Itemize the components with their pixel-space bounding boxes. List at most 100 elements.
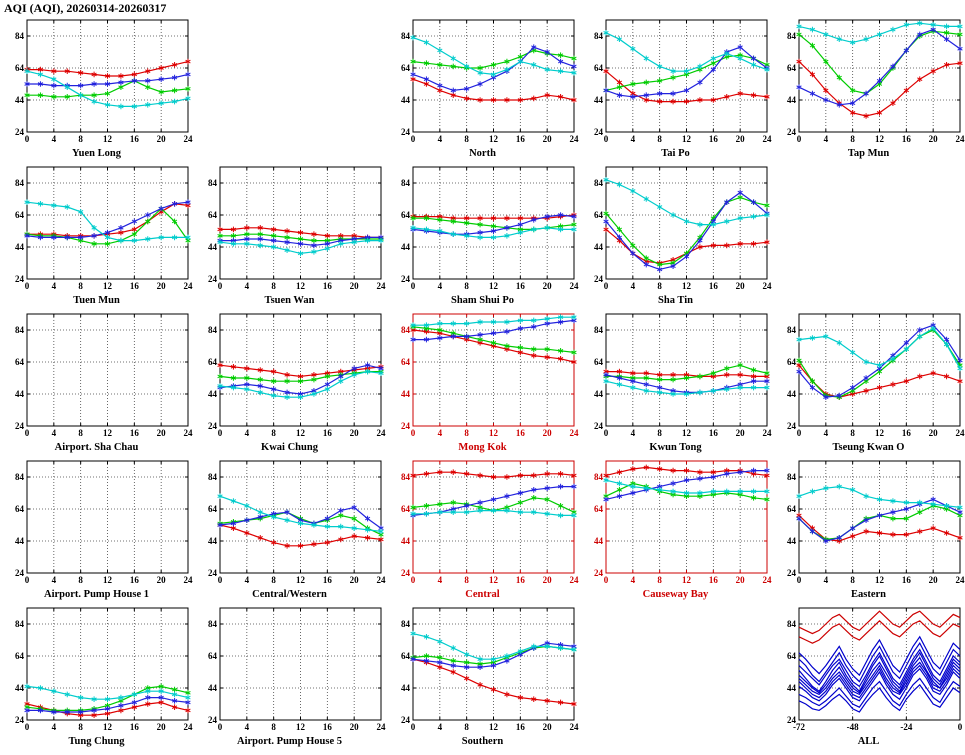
svg-text:20: 20 bbox=[736, 281, 746, 291]
svg-text:20: 20 bbox=[157, 281, 167, 291]
svg-text:4: 4 bbox=[52, 575, 57, 585]
svg-text:64: 64 bbox=[787, 357, 797, 367]
svg-text:16: 16 bbox=[709, 281, 719, 291]
svg-text:0: 0 bbox=[604, 134, 609, 144]
svg-text:24: 24 bbox=[401, 421, 411, 431]
svg-text:24: 24 bbox=[787, 715, 797, 725]
page-title: AQI (AQI), 20260314-20260317 bbox=[4, 1, 167, 15]
svg-text:24: 24 bbox=[570, 575, 580, 585]
svg-text:84: 84 bbox=[15, 619, 25, 629]
svg-text:24: 24 bbox=[208, 568, 218, 578]
svg-text:4: 4 bbox=[52, 134, 57, 144]
svg-text:44: 44 bbox=[594, 389, 604, 399]
series-red bbox=[410, 469, 577, 480]
svg-text:24: 24 bbox=[956, 134, 965, 144]
svg-text:24: 24 bbox=[594, 127, 604, 137]
svg-text:84: 84 bbox=[401, 472, 411, 482]
svg-text:0: 0 bbox=[218, 575, 223, 585]
svg-text:8: 8 bbox=[464, 134, 469, 144]
svg-text:24: 24 bbox=[184, 575, 194, 585]
svg-text:8: 8 bbox=[78, 722, 83, 732]
svg-text:20: 20 bbox=[157, 575, 167, 585]
series-blue bbox=[796, 26, 963, 108]
svg-text:0: 0 bbox=[411, 134, 416, 144]
svg-text:64: 64 bbox=[208, 357, 218, 367]
svg-text:24: 24 bbox=[184, 281, 194, 291]
svg-text:24: 24 bbox=[594, 421, 604, 431]
svg-text:8: 8 bbox=[850, 575, 855, 585]
svg-text:24: 24 bbox=[208, 421, 218, 431]
chart-airport-sha-chau: 0 4 8 12 16 20 24 24 44 64 84 Airport. Sha Chau bbox=[0, 309, 193, 456]
svg-text:84: 84 bbox=[787, 31, 797, 41]
svg-text:24: 24 bbox=[787, 127, 797, 137]
svg-text:64: 64 bbox=[401, 357, 411, 367]
svg-text:24: 24 bbox=[570, 428, 580, 438]
svg-text:64: 64 bbox=[401, 210, 411, 220]
svg-text:12: 12 bbox=[296, 575, 306, 585]
station-label: North bbox=[469, 148, 496, 159]
svg-text:0: 0 bbox=[411, 428, 416, 438]
series-blue bbox=[217, 504, 384, 531]
svg-text:4: 4 bbox=[631, 281, 636, 291]
svg-text:12: 12 bbox=[875, 575, 885, 585]
svg-text:84: 84 bbox=[787, 325, 797, 335]
chart-eastern: 0 4 8 12 16 20 24 24 44 64 84 Eastern bbox=[772, 456, 965, 603]
svg-text:44: 44 bbox=[594, 536, 604, 546]
station-label: ALL bbox=[858, 736, 880, 747]
svg-text:64: 64 bbox=[787, 651, 797, 661]
svg-text:44: 44 bbox=[401, 683, 411, 693]
svg-text:0: 0 bbox=[604, 575, 609, 585]
chart-causeway-bay: 0 4 8 12 16 20 24 24 44 64 84 Causeway Bay bbox=[579, 456, 772, 603]
chart-sham-shui-po: 0 4 8 12 16 20 24 24 44 64 84 Sham Shui Po bbox=[386, 162, 579, 309]
svg-text:16: 16 bbox=[709, 575, 719, 585]
svg-text:44: 44 bbox=[401, 389, 411, 399]
svg-text:84: 84 bbox=[594, 472, 604, 482]
series-station-6 bbox=[798, 667, 961, 702]
svg-text:20: 20 bbox=[350, 281, 360, 291]
svg-text:0: 0 bbox=[218, 281, 223, 291]
svg-text:4: 4 bbox=[438, 575, 443, 585]
svg-text:4: 4 bbox=[438, 722, 443, 732]
svg-text:8: 8 bbox=[850, 428, 855, 438]
series-cyan bbox=[410, 225, 577, 241]
svg-text:44: 44 bbox=[594, 95, 604, 105]
svg-text:4: 4 bbox=[245, 428, 250, 438]
series-green bbox=[796, 502, 963, 543]
series-station-7 bbox=[798, 656, 961, 694]
svg-text:16: 16 bbox=[902, 575, 912, 585]
svg-text:64: 64 bbox=[401, 504, 411, 514]
svg-text:64: 64 bbox=[787, 504, 797, 514]
svg-text:24: 24 bbox=[377, 428, 387, 438]
svg-text:8: 8 bbox=[464, 281, 469, 291]
svg-text:84: 84 bbox=[208, 472, 218, 482]
svg-text:64: 64 bbox=[15, 63, 25, 73]
series-cyan bbox=[24, 199, 191, 244]
svg-text:84: 84 bbox=[15, 472, 25, 482]
svg-text:16: 16 bbox=[709, 134, 719, 144]
series-station-1 bbox=[798, 651, 961, 693]
svg-text:20: 20 bbox=[736, 134, 746, 144]
svg-text:16: 16 bbox=[130, 281, 140, 291]
svg-text:20: 20 bbox=[929, 134, 939, 144]
svg-text:20: 20 bbox=[543, 281, 553, 291]
svg-text:12: 12 bbox=[489, 281, 499, 291]
series-cyan bbox=[603, 176, 770, 228]
series-station-9 bbox=[798, 635, 961, 677]
svg-text:16: 16 bbox=[902, 134, 912, 144]
svg-text:0: 0 bbox=[25, 428, 30, 438]
chart-grid: 0 4 8 12 16 20 24 24 44 64 84 Yuen Long 0 4 8 12 16 20 24 2… bbox=[0, 15, 965, 750]
svg-text:84: 84 bbox=[787, 619, 797, 629]
svg-text:20: 20 bbox=[350, 575, 360, 585]
series-cyan bbox=[603, 477, 770, 496]
station-label: Sha Tin bbox=[658, 295, 693, 306]
station-label: Kwun Tong bbox=[649, 442, 702, 453]
svg-text:12: 12 bbox=[296, 722, 306, 732]
svg-text:0: 0 bbox=[25, 722, 30, 732]
svg-text:24: 24 bbox=[15, 568, 25, 578]
svg-text:12: 12 bbox=[489, 134, 499, 144]
svg-text:8: 8 bbox=[271, 722, 276, 732]
series-red bbox=[410, 327, 577, 365]
svg-text:44: 44 bbox=[401, 242, 411, 252]
svg-text:44: 44 bbox=[208, 389, 218, 399]
series-green bbox=[410, 643, 577, 667]
